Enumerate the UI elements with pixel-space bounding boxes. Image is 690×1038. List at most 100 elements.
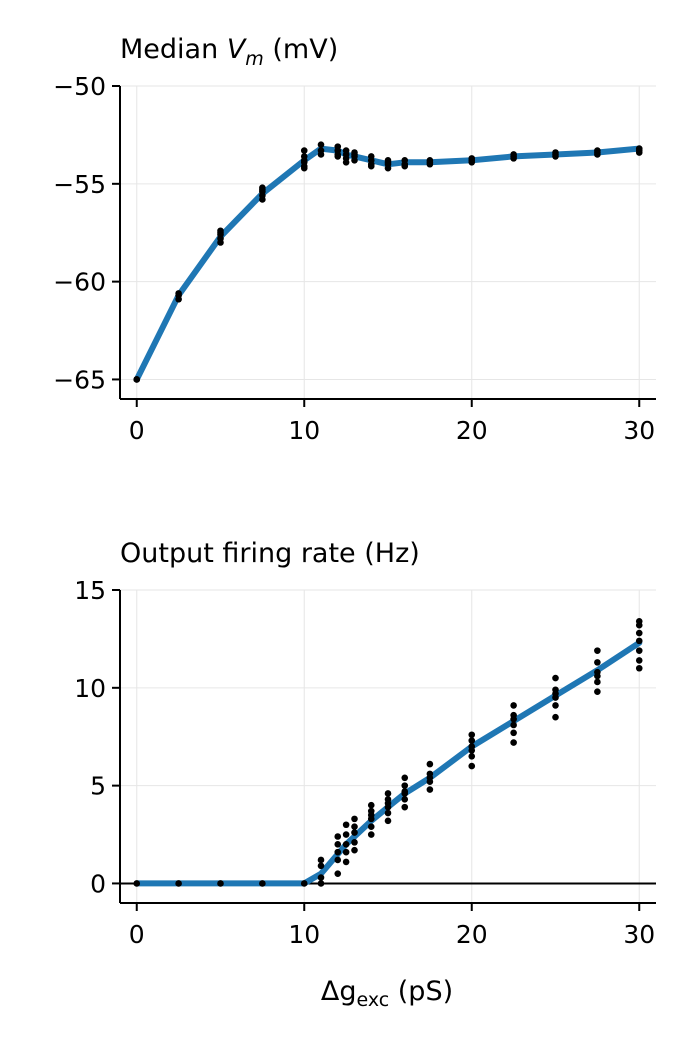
vm-point — [334, 153, 342, 160]
rate-point — [594, 647, 601, 654]
vm-grid — [120, 85, 656, 399]
rate-point — [594, 688, 601, 696]
rate-point — [334, 841, 342, 848]
rate-point — [510, 715, 517, 723]
rate-point — [635, 664, 643, 672]
vm-point — [259, 196, 266, 203]
vm-point — [300, 162, 308, 170]
vm-point — [259, 186, 266, 193]
rate-point — [552, 690, 559, 697]
rate-point — [342, 831, 350, 838]
rate-point — [367, 823, 375, 831]
rate-y-tick-label: 0 — [90, 869, 106, 898]
vm-point — [384, 164, 392, 172]
rate-point — [510, 739, 517, 746]
rate-point — [317, 880, 325, 887]
rate-point — [317, 874, 325, 881]
vm-point — [175, 295, 182, 303]
vm-axes — [119, 86, 656, 400]
vm-point — [351, 151, 358, 158]
rate-point — [594, 672, 601, 680]
vm-point — [317, 141, 325, 148]
rate-point — [317, 856, 325, 864]
vm-point — [635, 149, 643, 156]
rate-point — [468, 752, 476, 760]
vm-x-tick-label: 20 — [456, 416, 488, 445]
rate-point — [552, 713, 559, 721]
vm-x-tick-label: 30 — [623, 416, 655, 445]
rate-point — [217, 880, 224, 887]
rate-point — [367, 801, 375, 809]
vm-median-line — [133, 145, 643, 383]
rate-point — [401, 803, 409, 811]
vm-panel: Median Vm (mV) 0 10 20 30 −65 −60 −55 −50 — [53, 34, 656, 445]
vm-y-tick-label: −65 — [53, 365, 106, 394]
rate-point — [384, 817, 392, 825]
rate-point — [133, 880, 141, 887]
rate-grid — [120, 589, 656, 903]
rate-point — [334, 856, 342, 864]
vm-point — [351, 157, 358, 164]
rate-point — [468, 747, 476, 754]
rate-point — [342, 841, 350, 848]
vm-y-tick-label: −55 — [53, 170, 106, 199]
vm-point — [342, 158, 350, 166]
rate-point — [334, 833, 342, 840]
rate-point — [594, 659, 601, 666]
rate-point — [552, 674, 559, 682]
rate-point — [367, 811, 375, 819]
rate-x-tick-label: 20 — [456, 920, 488, 949]
rate-point — [635, 618, 643, 625]
vm-point — [300, 157, 308, 164]
rate-point — [384, 809, 392, 817]
rate-point — [351, 839, 358, 846]
rate-point — [401, 790, 409, 797]
vm-point — [133, 376, 141, 383]
rate-point — [426, 786, 434, 793]
rate-point — [468, 762, 476, 770]
rate-axes — [119, 590, 656, 904]
vm-point — [510, 155, 517, 162]
rate-series — [133, 618, 643, 887]
rate-y-tick-label: 10 — [74, 674, 106, 703]
rate-point — [426, 760, 434, 768]
vm-point — [552, 153, 559, 160]
vm-title: Median Vm (mV) — [120, 34, 338, 70]
vm-point — [401, 162, 409, 170]
vm-series — [133, 141, 643, 383]
vm-point — [367, 162, 375, 170]
vm-point — [300, 147, 308, 154]
rate-point — [468, 731, 476, 739]
rate-point — [401, 796, 409, 803]
rate-point — [426, 774, 434, 782]
vm-x-tick-label: 0 — [129, 416, 145, 445]
rate-point — [635, 657, 643, 664]
rate-x-tick-label: 10 — [288, 920, 320, 949]
vm-point — [317, 151, 325, 158]
rate-point — [635, 629, 643, 637]
rate-point — [635, 637, 643, 645]
vm-y-tick-label: −50 — [53, 72, 106, 101]
rate-median-line — [133, 639, 643, 887]
rate-point — [384, 790, 392, 797]
rate-point — [300, 880, 308, 887]
rate-point — [401, 774, 409, 782]
vm-point — [217, 239, 224, 246]
rate-point — [635, 647, 643, 654]
vm-x-tick-label: 10 — [288, 416, 320, 445]
rate-point — [342, 858, 350, 866]
rate-point — [594, 678, 601, 686]
rate-point — [334, 848, 342, 856]
rate-point — [317, 862, 325, 870]
rate-point — [510, 721, 517, 729]
rate-point — [468, 737, 476, 744]
rate-x-tick-label: 0 — [129, 920, 145, 949]
vm-point — [217, 229, 224, 237]
vm-point — [426, 160, 434, 168]
vm-point — [468, 155, 476, 162]
rate-point — [334, 870, 342, 877]
rate-point — [552, 702, 559, 709]
rate-point — [351, 823, 358, 831]
rate-title: Output firing rate (Hz) — [120, 538, 420, 569]
